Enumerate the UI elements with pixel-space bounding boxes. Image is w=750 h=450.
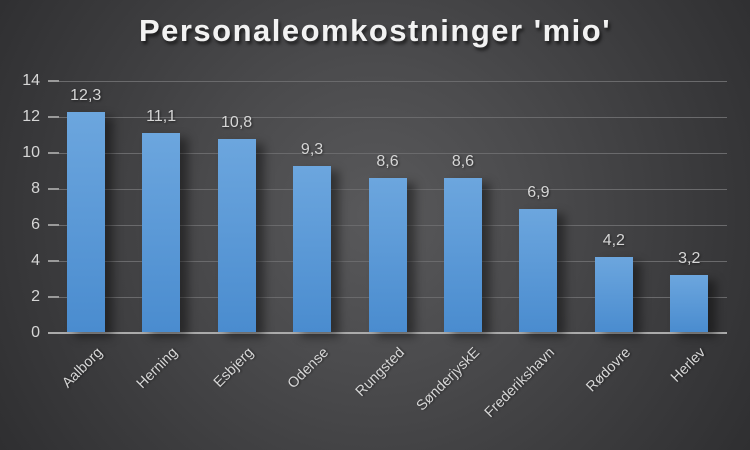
bar-rungsted: [368, 178, 407, 332]
y-axis-tick: [48, 188, 59, 190]
y-axis-label: 8: [31, 180, 40, 197]
bar-esbjerg: [217, 138, 256, 332]
y-axis-label: 10: [22, 144, 40, 161]
bar-value-label: 12,3: [70, 86, 102, 104]
y-axis-label: 12: [22, 108, 40, 125]
y-gridline: [48, 117, 727, 118]
y-gridline: [48, 153, 727, 154]
bar-herlev: [670, 275, 709, 332]
bar-herning: [142, 133, 181, 332]
y-axis-label: 6: [31, 216, 40, 233]
bar-value-label: 9,3: [300, 140, 324, 158]
y-axis-label: 2: [31, 288, 40, 305]
y-axis-tick: [48, 224, 59, 226]
chart-title: Personaleomkostninger 'mio': [138, 13, 612, 48]
bar-value-label: 8,6: [376, 153, 399, 171]
y-axis-tick: [48, 116, 59, 118]
y-axis-tick: [48, 296, 59, 298]
y-axis-tick: [48, 152, 59, 154]
y-axis-tick: [48, 80, 59, 82]
x-axis-line: [48, 332, 727, 334]
y-axis-label: 4: [31, 252, 40, 269]
bar-frederikshavn: [519, 208, 558, 332]
bar-value-label: 4,2: [602, 232, 625, 250]
bar-aalborg: [66, 111, 105, 332]
bar-value-label: 3,2: [678, 250, 701, 268]
bar-value-label: 6,9: [527, 183, 550, 201]
bar-sønderjyske: [443, 178, 482, 332]
bar-rødovre: [594, 257, 633, 332]
bar-value-label: 11,1: [146, 108, 177, 126]
y-axis-label: 14: [22, 72, 40, 89]
bar-odense: [293, 165, 332, 332]
bar-value-label: 8,6: [451, 153, 475, 171]
y-gridline: [48, 81, 727, 82]
bar-value-label: 10,8: [221, 113, 253, 131]
y-axis-tick: [48, 260, 59, 262]
y-axis-label: 0: [31, 324, 40, 341]
